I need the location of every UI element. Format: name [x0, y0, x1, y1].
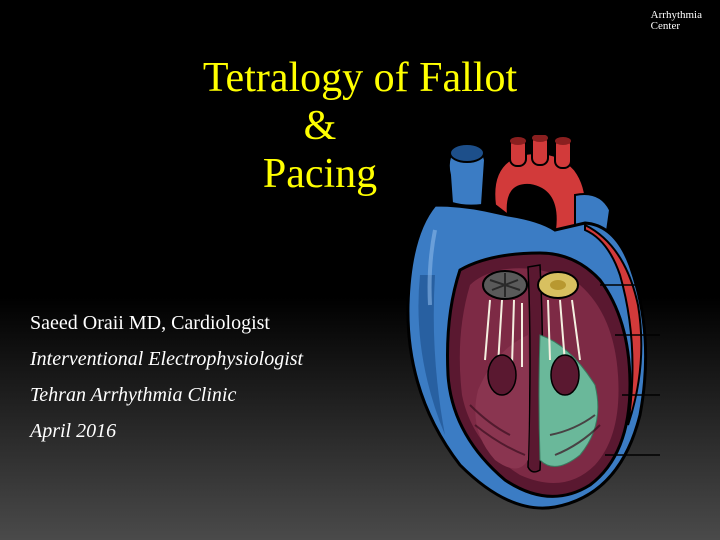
author-date: April 2016: [30, 413, 303, 449]
heart-illustration: [390, 135, 660, 515]
author-affiliation: Tehran Arrhythmia Clinic: [30, 377, 303, 413]
logo-line2: Center: [651, 21, 702, 32]
author-role: Interventional Electrophysiologist: [30, 341, 303, 377]
author-name: Saeed Oraii MD, Cardiologist: [30, 305, 303, 341]
heart-svg: [390, 135, 660, 515]
corner-logo: Arrhythmia Center: [651, 10, 702, 32]
title-line1: Tetralogy of Fallot: [0, 55, 720, 101]
author-block: Saeed Oraii MD, Cardiologist Interventio…: [30, 305, 303, 449]
